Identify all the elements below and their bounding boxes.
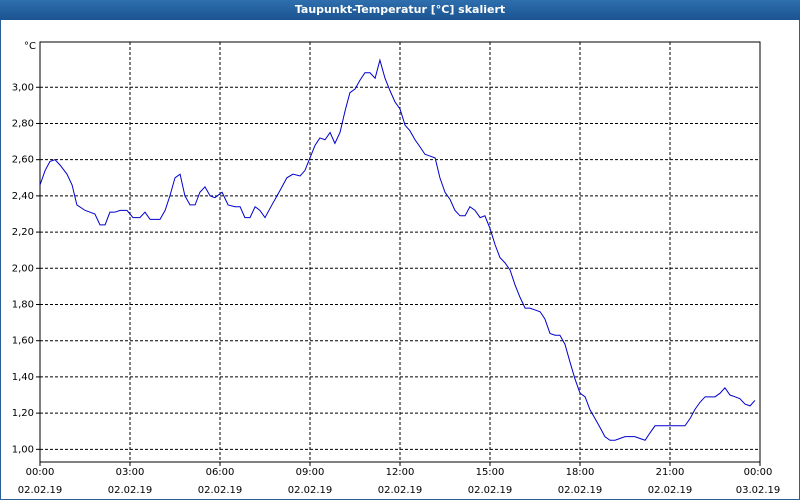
y-tick-label: 1,20 (12, 408, 34, 419)
x-tick-label: 03:00 02.02.19 (107, 467, 153, 496)
y-tick-label: 1,60 (12, 336, 34, 347)
x-tick-label: 06:00 02.02.19 (197, 467, 243, 496)
y-axis-label: °C (24, 41, 36, 52)
y-tick-label: 2,80 (12, 118, 34, 129)
x-tick-label: 15:00 02.02.19 (467, 467, 513, 496)
y-tick-label: 1,40 (12, 372, 34, 383)
y-tick-label: 3,00 (12, 82, 34, 93)
x-tick-label: 21:00 02.02.19 (647, 467, 693, 496)
y-tick-label: 1,00 (12, 444, 34, 455)
data-line (39, 58, 756, 441)
x-tick-label: 00:00 03.02.19 (735, 467, 781, 496)
y-tick-label: 1,80 (12, 300, 34, 311)
y-tick-label: 2,60 (12, 155, 34, 166)
y-tick-label: 2,00 (12, 263, 34, 274)
x-tick-label: 00:00 02.02.19 (17, 467, 63, 496)
x-tick-label: 12:00 02.02.19 (377, 467, 423, 496)
x-tick-label: 18:00 02.02.19 (557, 467, 603, 496)
chart-title: Taupunkt-Temperatur [°C] skaliert (0, 0, 800, 20)
x-tick-label: 09:00 02.02.19 (287, 467, 333, 496)
y-tick-label: 2,40 (12, 191, 34, 202)
y-tick-label: 2,20 (12, 227, 34, 238)
